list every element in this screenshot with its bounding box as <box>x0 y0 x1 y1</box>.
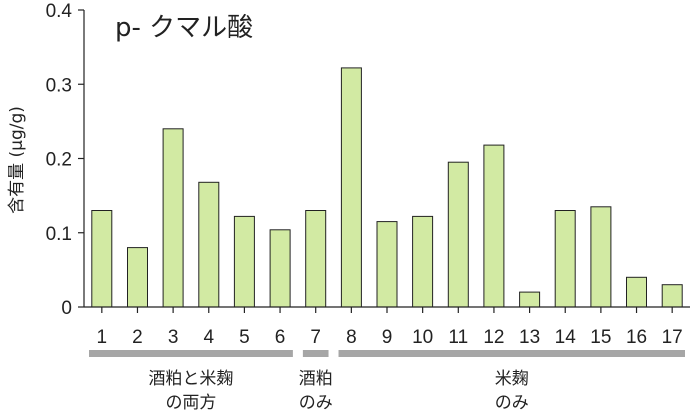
x-tick-label-10: 10 <box>412 327 433 348</box>
bar-4 <box>198 181 220 308</box>
x-tick-label-8: 8 <box>346 327 357 348</box>
bar-8 <box>340 67 362 308</box>
bar-9 <box>376 221 398 308</box>
x-tick-label-1: 1 <box>97 327 108 348</box>
bar-15 <box>590 206 612 308</box>
bar-12 <box>483 144 505 308</box>
bar-6 <box>269 229 291 308</box>
bar-10 <box>412 215 434 308</box>
group-label-1-line1: 酒粕と米麹 <box>148 369 233 389</box>
x-tick-label-7: 7 <box>310 327 321 348</box>
bar-1 <box>91 210 113 308</box>
x-tick-label-16: 16 <box>626 327 647 348</box>
x-tick-label-3: 3 <box>168 327 179 348</box>
x-tick-label-2: 2 <box>132 327 143 348</box>
group-bar-2 <box>302 350 329 357</box>
group-label-3-line1: 米麹 <box>495 369 529 389</box>
y-tick-label-0.4: 0.4 <box>46 1 73 22</box>
bars-layer <box>91 67 683 308</box>
bar-2 <box>127 247 148 308</box>
group-label-1-line2: の両方 <box>165 393 216 413</box>
chart-title: p- クマル酸 <box>115 13 253 43</box>
x-tick-label-17: 17 <box>662 327 683 348</box>
group-label-2-line1: 酒粕 <box>299 369 333 389</box>
bar-16 <box>626 276 647 308</box>
y-tick-label-0.1: 0.1 <box>46 224 72 245</box>
x-tick-label-6: 6 <box>275 327 286 348</box>
bar-7 <box>305 210 327 308</box>
x-tick-label-14: 14 <box>555 327 577 348</box>
bar-17 <box>661 284 683 308</box>
x-tick-label-15: 15 <box>590 327 611 348</box>
x-tick-label-11: 11 <box>448 327 468 348</box>
bar-13 <box>519 291 541 308</box>
group-bar-3 <box>338 350 685 357</box>
x-tick-label-5: 5 <box>239 327 250 348</box>
group-bar-1 <box>89 350 293 357</box>
bar-14 <box>554 210 576 308</box>
x-tick-label-12: 12 <box>483 327 504 348</box>
y-tick-label-0.3: 0.3 <box>46 75 72 96</box>
y-tick-label-0.2: 0.2 <box>46 150 72 171</box>
y-tick-label-0: 0 <box>61 298 72 319</box>
y-axis-label: 含有量 (μg/g) <box>7 106 27 214</box>
x-tick-label-9: 9 <box>382 327 393 348</box>
group-label-2-line2: のみ <box>299 393 333 413</box>
group-label-3-line2: のみ <box>495 393 529 413</box>
x-tick-label-13: 13 <box>519 327 540 348</box>
bar-5 <box>233 215 255 308</box>
bar-3 <box>162 128 184 308</box>
x-tick-label-4: 4 <box>203 327 214 348</box>
bar-11 <box>447 161 469 308</box>
